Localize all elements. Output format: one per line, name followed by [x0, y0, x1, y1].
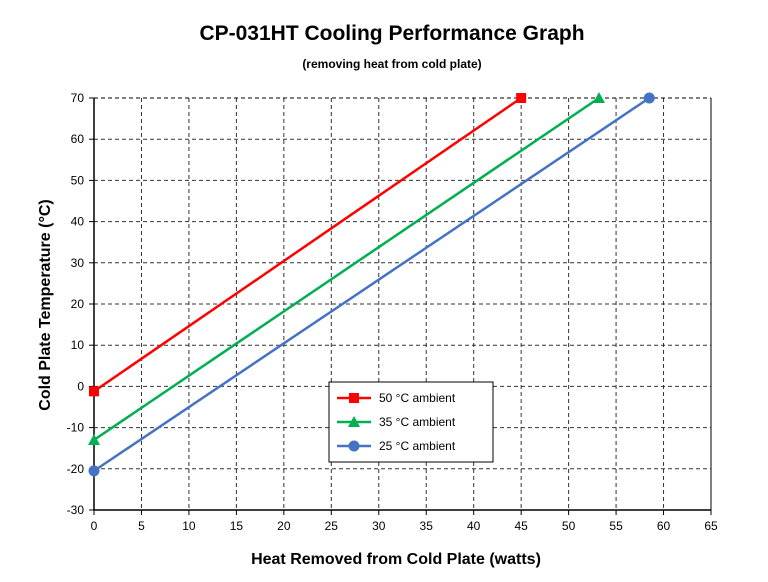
y-axis-label: Cold Plate Temperature (°C): [37, 199, 54, 410]
y-tick-label: 20: [71, 297, 85, 311]
series-group: [88, 92, 655, 477]
x-tick-label: 20: [277, 519, 291, 533]
legend: 50 °C ambient 35 °C ambient 25 °C ambient: [328, 381, 494, 463]
marker-triangle: [88, 433, 100, 445]
x-axis-label: Heat Removed from Cold Plate (watts): [251, 551, 541, 568]
y-tick-label: 50: [71, 173, 85, 187]
x-tick-label: 45: [514, 519, 528, 533]
series-line: [93, 96, 522, 393]
marker-circle: [643, 92, 655, 104]
legend-label: 50 °C ambient: [379, 391, 456, 405]
x-tick-label: 30: [372, 519, 386, 533]
marker-triangle: [592, 92, 605, 103]
y-tick-label: 70: [71, 91, 85, 105]
x-tick-label: 35: [420, 519, 434, 533]
y-tick-label: -20: [67, 462, 85, 476]
chart-title: CP-031HT Cooling Performance Graph: [199, 22, 584, 45]
y-tick-label: 10: [71, 338, 85, 352]
y-tick-label: 40: [71, 215, 85, 229]
chart-subtitle: (removing heat from cold plate): [302, 57, 481, 71]
legend-label: 25 °C ambient: [379, 439, 456, 453]
tick-labels: 0 5 10 15 20 25 30 35 40 45 50 55 60 65 -30 -20 -10 0 10 20…: [67, 91, 718, 533]
x-tick-label: 15: [230, 519, 244, 533]
grid: [89, 97, 712, 515]
x-tick-label: 65: [704, 519, 718, 533]
y-tick-label: 30: [71, 256, 85, 270]
marker-circle: [88, 465, 100, 477]
marker-circle: [348, 440, 360, 452]
x-tick-label: 40: [467, 519, 481, 533]
y-tick-label: -30: [67, 503, 85, 517]
x-tick-label: 50: [562, 519, 576, 533]
series-line: [93, 96, 600, 441]
marker-triangle: [348, 416, 360, 427]
y-tick-label: 60: [71, 132, 85, 146]
x-tick-label: 5: [138, 519, 145, 533]
x-tick-label: 0: [91, 519, 98, 533]
x-tick-label: 55: [609, 519, 623, 533]
marker-square: [516, 93, 527, 103]
y-tick-label: 0: [77, 379, 84, 393]
x-tick-label: 25: [325, 519, 339, 533]
x-tick-label: 10: [182, 519, 196, 533]
x-tick-label: 60: [657, 519, 671, 533]
series-line: [93, 96, 650, 472]
marker-square: [349, 393, 359, 403]
legend-label: 35 °C ambient: [379, 415, 456, 429]
y-tick-label: -10: [67, 421, 85, 435]
marker-square: [89, 386, 99, 397]
